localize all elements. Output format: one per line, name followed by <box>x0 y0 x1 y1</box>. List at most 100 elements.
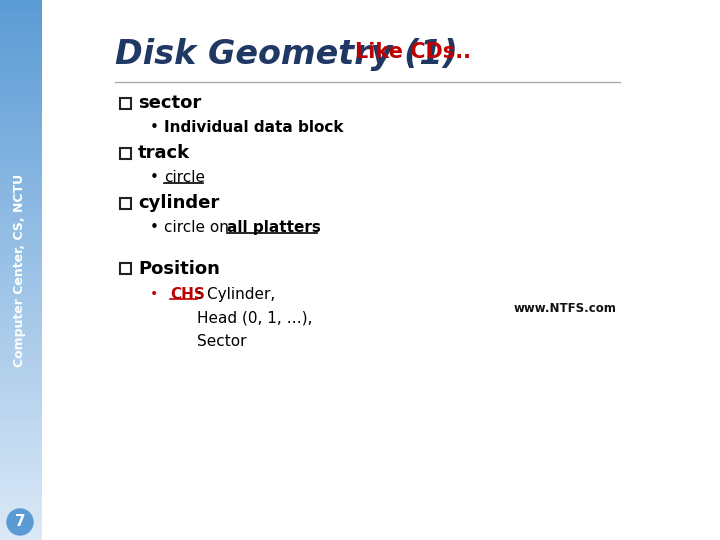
Bar <box>0 184 42 189</box>
Text: Computer Center, CS, NCTU: Computer Center, CS, NCTU <box>14 173 27 367</box>
Bar <box>0 535 42 540</box>
Bar <box>0 11 42 16</box>
Text: CHS: CHS <box>170 287 205 302</box>
Bar <box>0 508 42 513</box>
Bar <box>0 216 42 221</box>
Bar <box>0 54 42 59</box>
Bar <box>0 38 42 43</box>
Bar <box>0 189 42 194</box>
Bar <box>0 416 42 421</box>
Bar <box>0 92 42 97</box>
Bar <box>0 81 42 86</box>
Bar <box>0 362 42 367</box>
Bar <box>0 367 42 373</box>
Bar <box>120 198 131 209</box>
Bar <box>0 254 42 259</box>
Bar <box>0 49 42 54</box>
Bar <box>0 454 42 459</box>
Bar <box>0 227 42 232</box>
Bar <box>0 243 42 248</box>
Bar <box>0 518 42 524</box>
Text: cylinder: cylinder <box>138 194 220 213</box>
Text: sector: sector <box>138 94 202 112</box>
Bar <box>0 443 42 448</box>
Bar <box>0 65 42 70</box>
Text: circle: circle <box>164 170 205 185</box>
Bar <box>0 481 42 486</box>
Bar <box>0 248 42 254</box>
Text: Like CDs..: Like CDs.. <box>355 42 471 62</box>
Bar <box>0 313 42 319</box>
Bar <box>0 157 42 162</box>
Bar <box>0 0 42 5</box>
Bar <box>120 98 131 109</box>
Bar <box>0 427 42 432</box>
Bar <box>0 292 42 297</box>
Bar <box>0 394 42 400</box>
Bar <box>0 351 42 356</box>
Bar <box>0 497 42 502</box>
Bar <box>0 238 42 243</box>
Bar <box>0 22 42 27</box>
Bar <box>120 148 131 159</box>
Bar <box>0 400 42 405</box>
Bar <box>0 346 42 351</box>
Bar <box>0 130 42 135</box>
Bar <box>0 211 42 216</box>
Bar <box>0 464 42 470</box>
Text: Position: Position <box>138 260 220 278</box>
Bar <box>0 259 42 265</box>
Bar <box>0 97 42 103</box>
Bar <box>0 319 42 324</box>
Bar <box>0 200 42 205</box>
Bar <box>0 502 42 508</box>
Bar <box>0 356 42 362</box>
Text: circle on: circle on <box>164 220 234 235</box>
Bar <box>0 308 42 313</box>
Text: track: track <box>138 145 190 163</box>
Bar <box>0 302 42 308</box>
Bar <box>0 329 42 335</box>
Bar <box>0 113 42 119</box>
Bar <box>0 135 42 140</box>
Circle shape <box>7 509 33 535</box>
Bar <box>0 373 42 378</box>
Bar <box>0 146 42 151</box>
Bar <box>0 491 42 497</box>
Bar <box>0 378 42 383</box>
Bar <box>0 275 42 281</box>
Text: •: • <box>150 287 158 301</box>
Text: Individual data block: Individual data block <box>164 120 343 135</box>
Bar <box>0 459 42 464</box>
Bar <box>0 43 42 49</box>
Bar <box>0 405 42 410</box>
Bar <box>0 86 42 92</box>
Bar <box>0 59 42 65</box>
Text: •: • <box>150 120 159 135</box>
Bar <box>0 281 42 286</box>
Bar <box>0 70 42 76</box>
Bar <box>0 27 42 32</box>
Text: 7: 7 <box>14 515 25 530</box>
Bar <box>0 265 42 270</box>
Bar <box>0 340 42 346</box>
Bar <box>0 437 42 443</box>
Bar <box>0 5 42 11</box>
Bar <box>0 513 42 518</box>
Bar <box>0 140 42 146</box>
Bar <box>0 124 42 130</box>
Bar <box>0 297 42 302</box>
Text: •: • <box>150 170 159 185</box>
Bar <box>0 151 42 157</box>
Bar <box>0 421 42 427</box>
Bar <box>0 475 42 481</box>
Bar <box>0 529 42 535</box>
Text: : Cylinder,
Head (0, 1, …),
Sector: : Cylinder, Head (0, 1, …), Sector <box>197 287 312 349</box>
Bar <box>0 524 42 529</box>
Text: •: • <box>150 220 159 235</box>
Text: all platters: all platters <box>227 220 321 235</box>
Bar <box>0 173 42 178</box>
Bar <box>0 162 42 167</box>
Text: Disk Geometry (1): Disk Geometry (1) <box>115 38 458 71</box>
Bar <box>0 16 42 22</box>
